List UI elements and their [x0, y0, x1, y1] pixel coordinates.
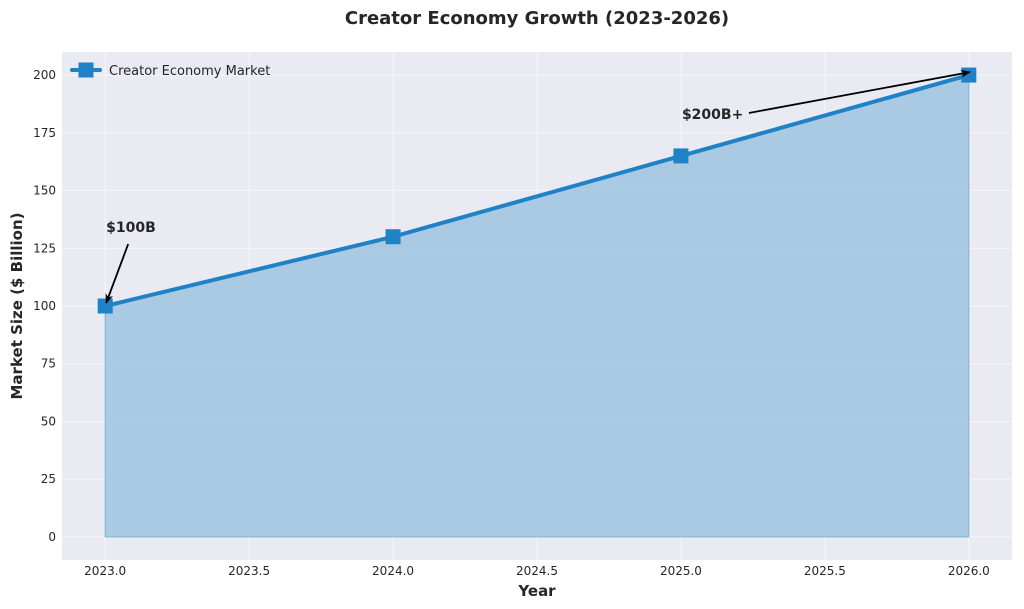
y-tick-label: 125 [33, 241, 56, 255]
chart-title: Creator Economy Growth (2023-2026) [345, 8, 729, 29]
annotation-arrow [748, 69, 971, 114]
data-point-marker [385, 229, 401, 245]
legend-marker-swatch [78, 62, 94, 78]
y-tick-label: 0 [48, 530, 56, 544]
annotation-label: $200B+ [682, 107, 743, 123]
y-axis-label: Market Size ($ Billion) [8, 212, 26, 399]
data-point-marker [673, 148, 689, 164]
x-tick-label: 2023.5 [228, 564, 270, 578]
x-tick-label: 2025.0 [660, 564, 702, 578]
x-axis-label: Year [517, 582, 556, 600]
y-tick-label: 75 [41, 357, 56, 371]
y-tick-label: 25 [41, 472, 56, 486]
legend-entry-label: Creator Economy Market [109, 64, 270, 79]
x-tick-label: 2024.5 [516, 564, 558, 578]
x-tick-label: 2026.0 [948, 564, 990, 578]
y-tick-label: 100 [33, 299, 56, 313]
series-line [103, 73, 971, 308]
y-tick-label: 175 [33, 126, 56, 140]
y-tick-label: 150 [33, 184, 56, 198]
y-tick-label: 200 [33, 68, 56, 82]
data-point-marker [961, 67, 977, 83]
annotation-label: $100B [106, 220, 156, 236]
x-tick-label: 2024.0 [372, 564, 414, 578]
annotation-arrow [105, 243, 130, 304]
y-tick-label: 50 [41, 414, 56, 428]
x-tick-label: 2023.0 [84, 564, 126, 578]
data-point-marker [97, 298, 113, 314]
x-tick-label: 2025.5 [804, 564, 846, 578]
